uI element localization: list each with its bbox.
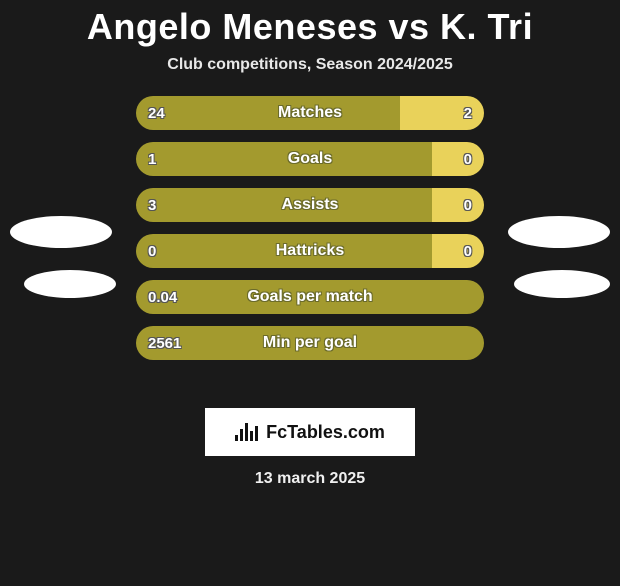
stat-value-right: 0 <box>464 142 472 176</box>
stat-value-right: 2 <box>464 96 472 130</box>
stat-row: Goals per match 0.04 <box>136 280 484 314</box>
chart-icon <box>235 423 258 441</box>
stat-bar-right <box>432 188 484 222</box>
stat-row: Matches 24 2 <box>136 96 484 130</box>
stat-bar-right <box>432 234 484 268</box>
stat-value-left: 24 <box>148 96 165 130</box>
stat-label: Hattricks <box>276 242 344 260</box>
subtitle: Club competitions, Season 2024/2025 <box>0 56 620 74</box>
stat-value-left: 3 <box>148 188 156 222</box>
brand-badge[interactable]: FcTables.com <box>205 408 415 456</box>
stat-value-right: 0 <box>464 234 472 268</box>
stat-value-right: 0 <box>464 188 472 222</box>
page-title: Angelo Meneses vs K. Tri <box>0 6 620 48</box>
brand-label: FcTables.com <box>266 422 385 443</box>
stat-label: Matches <box>278 104 342 122</box>
stat-label: Goals per match <box>247 288 372 306</box>
right-badge-1 <box>508 216 610 248</box>
stat-row: Assists 3 0 <box>136 188 484 222</box>
stat-bar-left <box>136 142 432 176</box>
left-badge-1 <box>10 216 112 248</box>
stat-label: Assists <box>282 196 339 214</box>
stat-row: Goals 1 0 <box>136 142 484 176</box>
stat-label: Min per goal <box>263 334 357 352</box>
stat-value-left: 0 <box>148 234 156 268</box>
stat-label: Goals <box>288 150 332 168</box>
comparison-chart: Matches242Goals10Assists30Hattricks00Goa… <box>0 96 620 396</box>
left-badge-2 <box>24 270 116 298</box>
stat-value-left: 1 <box>148 142 156 176</box>
stat-bar-right <box>432 142 484 176</box>
stat-value-left: 0.04 <box>148 280 177 314</box>
right-badge-2 <box>514 270 610 298</box>
footer-date: 13 march 2025 <box>0 470 620 488</box>
stat-row: Hattricks 0 0 <box>136 234 484 268</box>
stat-bar-left <box>136 96 400 130</box>
stat-value-left: 2561 <box>148 326 181 360</box>
stat-row: Min per goal 2561 <box>136 326 484 360</box>
